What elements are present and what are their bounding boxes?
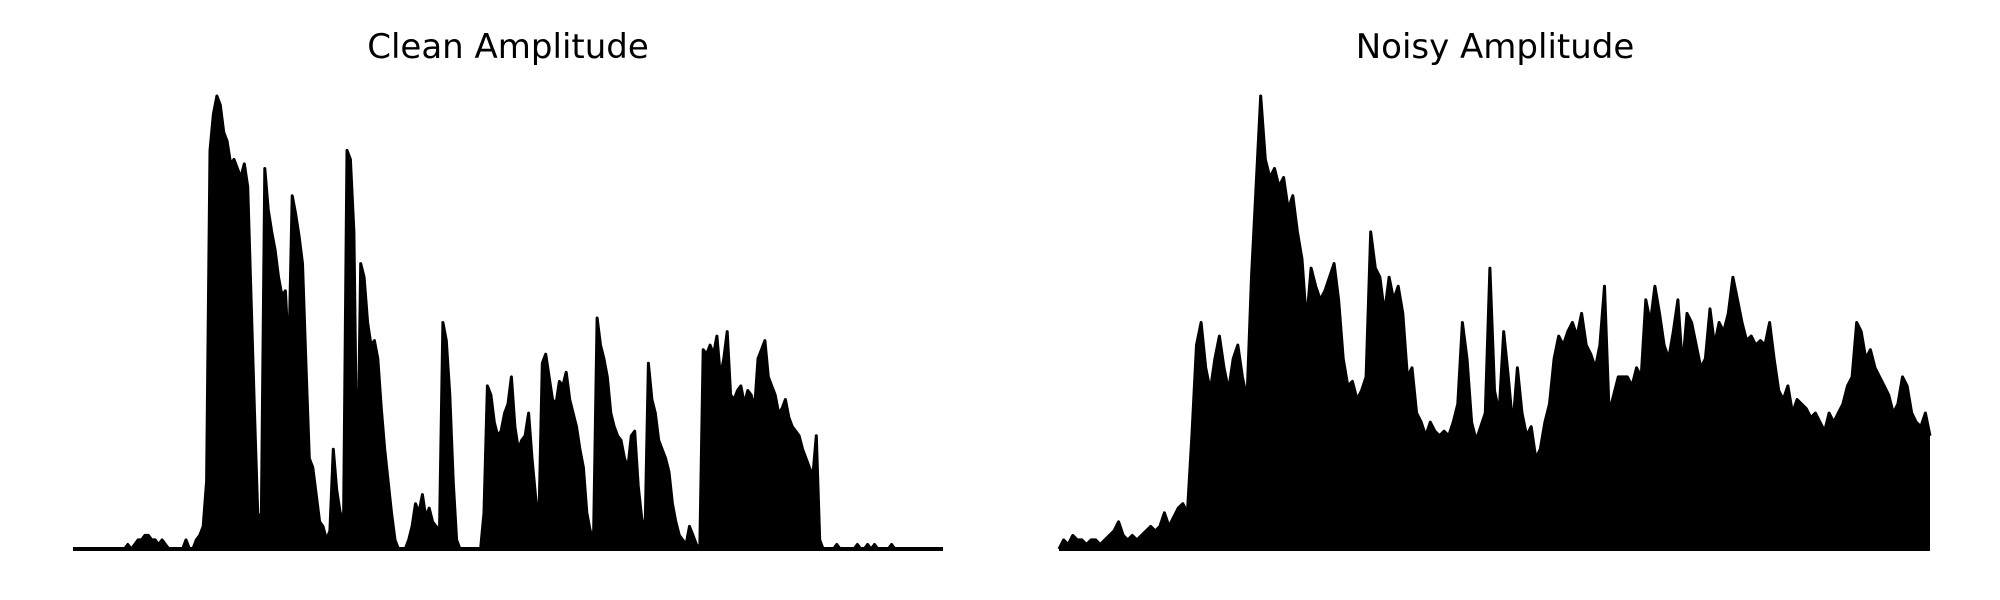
amplitude-area-0 [73, 96, 943, 549]
clean-amplitude-panel: Clean Amplitude [73, 27, 943, 551]
amplitude-area-1 [1059, 96, 1930, 549]
noisy-amplitude-panel: Noisy Amplitude [1057, 27, 1932, 551]
noisy-amplitude-title: Noisy Amplitude [1356, 27, 1635, 67]
amplitude-line-0 [73, 94, 943, 551]
amplitude-line-1 [1057, 94, 1932, 550]
clean-amplitude-title: Clean Amplitude [367, 27, 649, 67]
noisy-amplitude-plot [1057, 94, 1932, 551]
clean-amplitude-plot [73, 94, 943, 551]
